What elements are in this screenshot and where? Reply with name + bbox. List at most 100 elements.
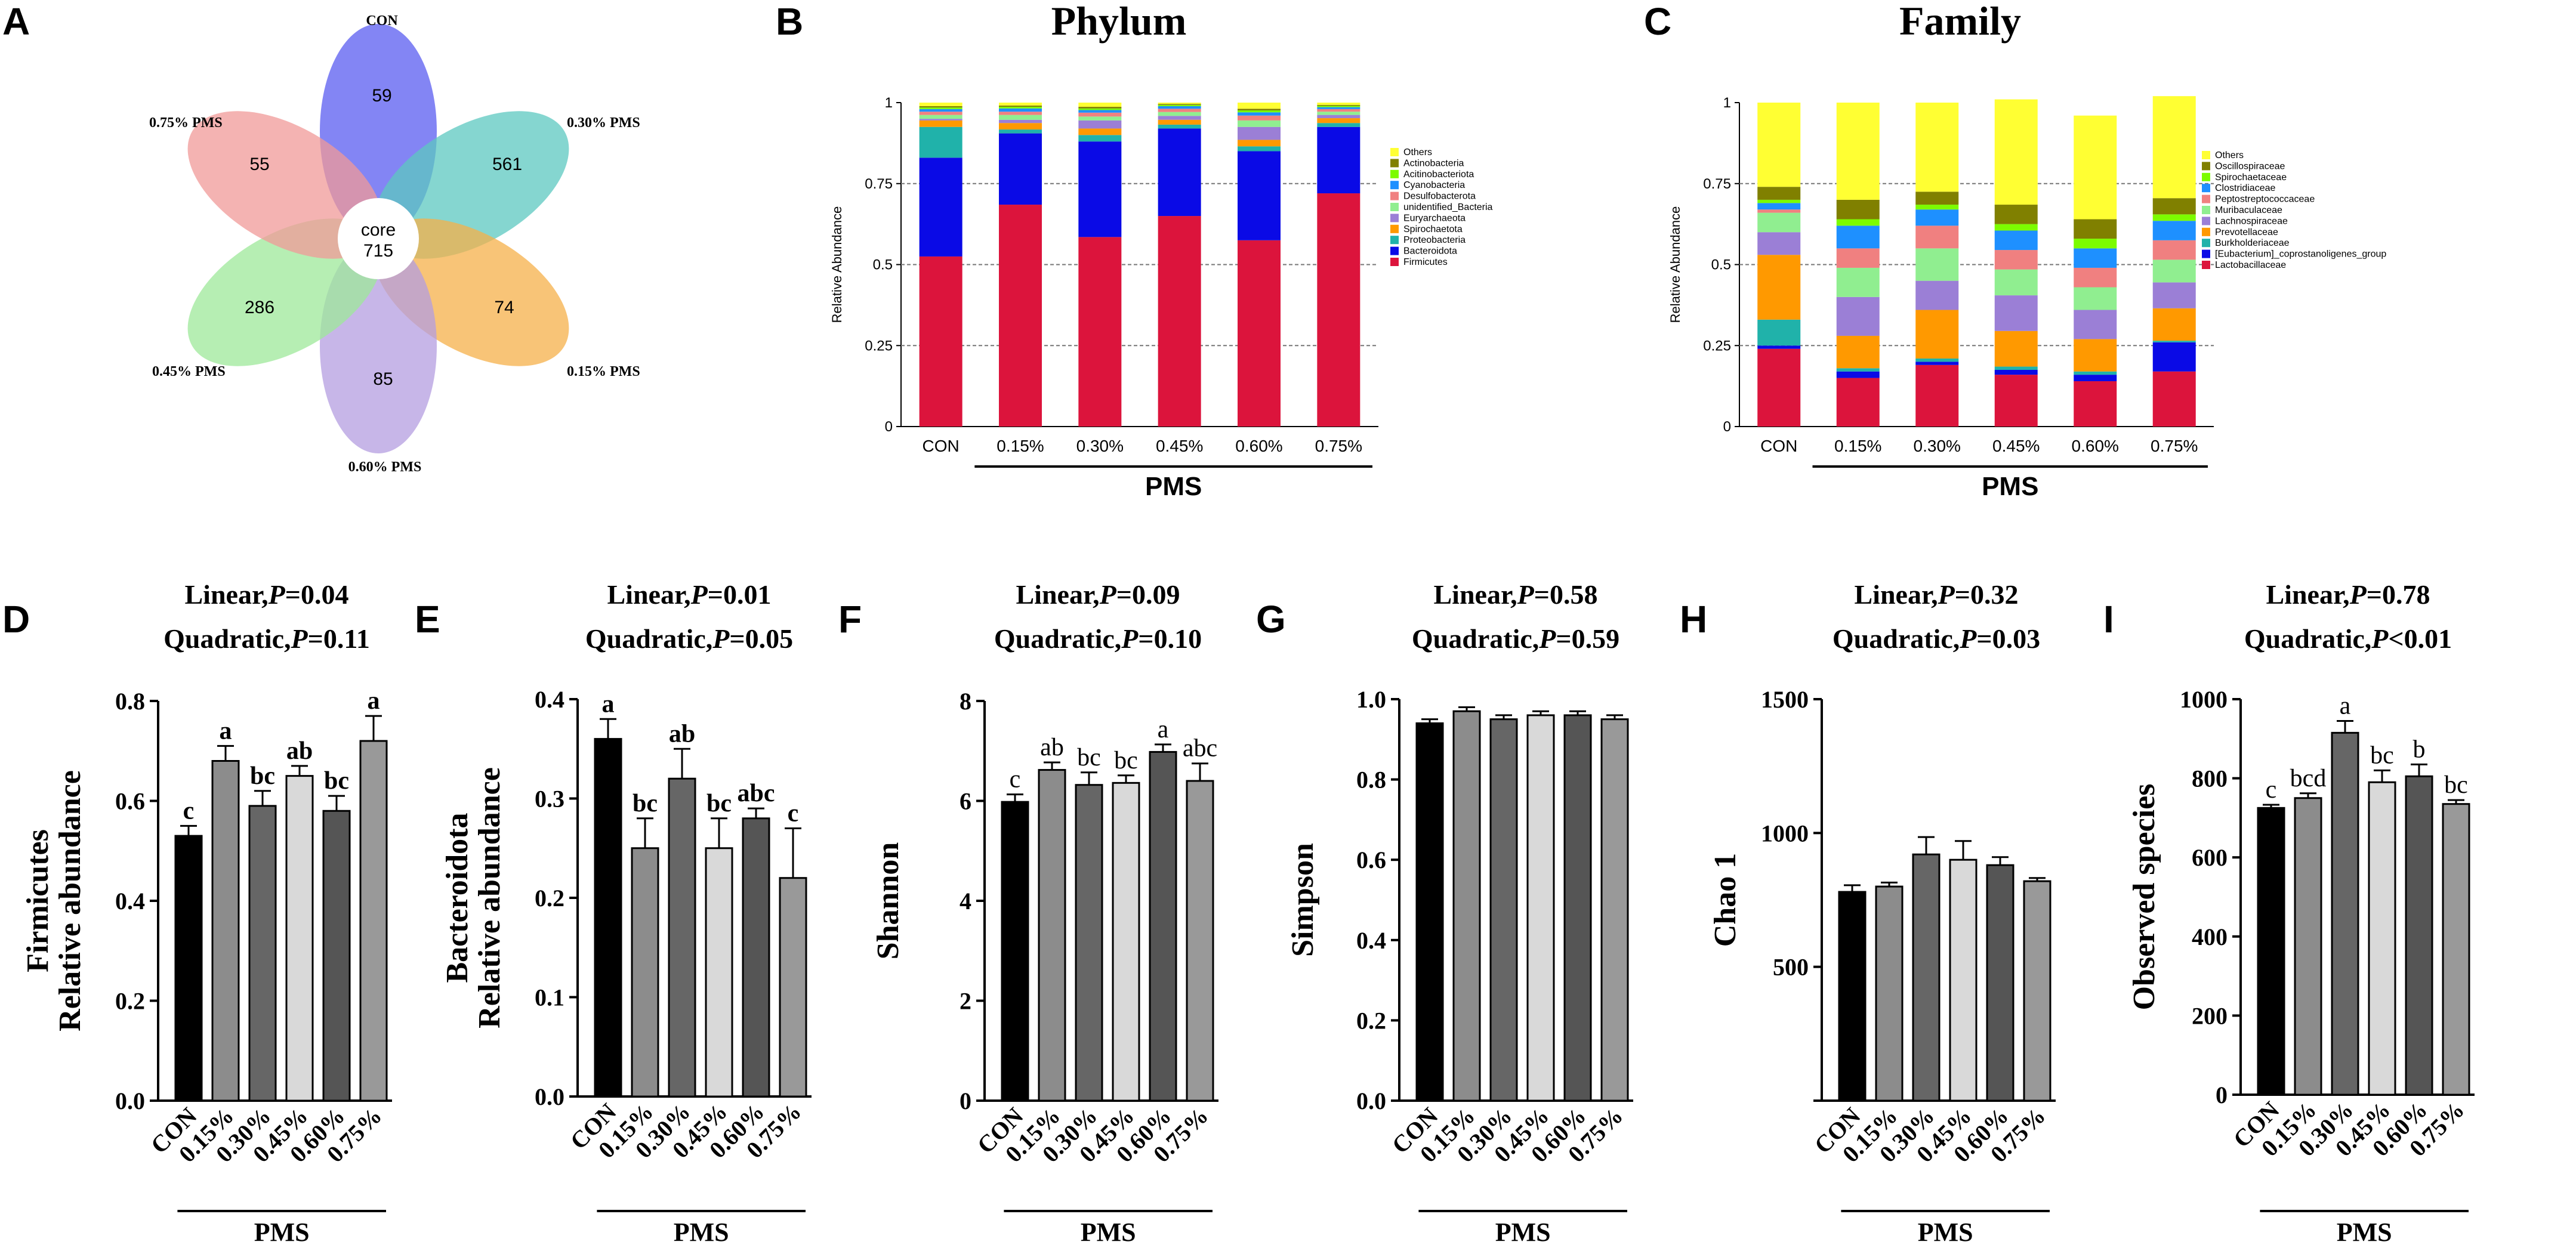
bar-segment	[1238, 140, 1281, 147]
bar-segment	[2074, 248, 2117, 268]
bar-segment	[2074, 381, 2117, 427]
x-tick-label: 0.15%	[997, 437, 1044, 455]
bar-segment	[1078, 141, 1122, 237]
bar	[594, 738, 622, 1098]
venn-value-030: 561	[492, 155, 522, 174]
group-label: PMS	[1081, 1218, 1136, 1247]
group-label: PMS	[254, 1218, 310, 1247]
significance-letter: bc	[324, 767, 349, 795]
legend-swatch	[1390, 258, 1399, 266]
significance-letter: c	[183, 797, 195, 824]
bar-segment	[2074, 267, 2117, 288]
bar	[211, 760, 240, 1102]
bar-segment	[1915, 365, 1959, 427]
panel-label-e: E	[415, 598, 440, 641]
legend-swatch	[1390, 181, 1399, 190]
bar-segment	[1836, 267, 1880, 297]
y-tick-label: 1	[885, 95, 893, 111]
bar-segment	[2152, 260, 2196, 283]
bar-segment	[919, 126, 962, 158]
bar-segment	[1757, 348, 1801, 427]
x-tick-label: 0.30%	[1914, 437, 1961, 455]
y-tick-label: 0	[1723, 419, 1731, 435]
bar-segment	[1078, 237, 1122, 427]
bar-segment	[1317, 104, 1361, 106]
bar-segment	[919, 115, 962, 119]
panel-label-a: A	[2, 0, 30, 43]
bar-segment	[1915, 358, 1959, 362]
bar-segment	[1158, 104, 1201, 106]
venn-value-015: 74	[494, 298, 514, 317]
y-tick-label: 0.2	[535, 885, 564, 912]
bar-segment	[2074, 339, 2117, 372]
y-tick-label: 0.4	[1356, 927, 1386, 954]
x-tick-label: CON	[923, 437, 960, 455]
bar-segment	[2152, 240, 2196, 260]
bar-segment	[1994, 250, 2038, 270]
y-axis-label: Observed species	[2127, 784, 2161, 1011]
bar-segment	[1158, 119, 1201, 125]
bar	[2331, 731, 2359, 1096]
y-tick-label: 0.0	[1356, 1088, 1386, 1114]
chart-chao1: Linear,P=0.32 Quadratic,P=0.03 500 1000 1500…	[1708, 579, 2056, 1247]
bar	[1563, 714, 1592, 1102]
bar	[1838, 891, 1867, 1102]
bar-segment	[999, 107, 1042, 109]
bar	[2023, 880, 2051, 1102]
chart-title-line: Quadratic,P=0.10	[994, 623, 1202, 654]
legend-label: Spirochaetaceae	[2215, 172, 2287, 183]
bar-segment	[1238, 115, 1281, 121]
bar-segment	[1994, 375, 2038, 427]
legend-label: Lactobacillaceae	[2215, 260, 2286, 270]
bar-segment	[1158, 124, 1201, 129]
group-label: PMS	[1982, 472, 2038, 501]
significance-letter: abc	[1183, 735, 1217, 762]
bar-segment	[919, 109, 962, 112]
bar-segment	[919, 120, 962, 127]
bar-segment	[1078, 128, 1122, 135]
legend-swatch	[2202, 162, 2210, 171]
venn-value-con: 59	[372, 86, 391, 106]
significance-letter: a	[1158, 716, 1169, 743]
significance-letter: c	[788, 799, 799, 827]
significance-letter: bc	[707, 790, 732, 817]
bar-segment	[2074, 219, 2117, 239]
chart-bacteroidota: Linear,P=0.01 Quadratic,P=0.05 0.0 0.1 0.2 0.…	[440, 579, 812, 1247]
significance-letter: bc	[250, 762, 275, 790]
significance-letter: ab	[1040, 734, 1064, 761]
bar-segment	[1915, 310, 1959, 359]
y-tick-label: 0.0	[535, 1083, 564, 1110]
bar-segment	[1836, 378, 1880, 427]
y-tick-label: 400	[2192, 923, 2228, 950]
panel-label-b: B	[776, 0, 803, 43]
bar	[1186, 780, 1214, 1102]
chart-title-line: Quadratic,P=0.11	[163, 623, 370, 654]
legend-swatch	[2202, 249, 2210, 258]
bar-segment	[1757, 209, 1801, 213]
group-label: PMS	[1495, 1218, 1551, 1247]
bar-segment	[1994, 99, 2038, 205]
bar-segment	[1757, 103, 1801, 187]
venn-core-value: 715	[363, 241, 393, 261]
bar-segment	[999, 119, 1042, 123]
panel-label-f: F	[838, 598, 862, 641]
legend-label: Burkholderiaceae	[2215, 238, 2290, 248]
legend-label: Acitinobacteriota	[1403, 169, 1474, 180]
bar	[779, 877, 807, 1098]
bar-segment	[1994, 205, 2038, 224]
significance-letter: bc	[1114, 747, 1138, 774]
bar-segment	[1317, 106, 1361, 107]
bar	[1001, 801, 1029, 1102]
bar-segment	[1158, 116, 1201, 120]
bar-segment	[1158, 128, 1201, 217]
bar-segment	[1078, 107, 1122, 109]
significance-letter: a	[2340, 692, 2351, 719]
bar	[1600, 718, 1629, 1102]
bar-segment	[2074, 239, 2117, 249]
bar-segment	[1757, 203, 1801, 210]
x-tick-label: 0.30%	[1076, 437, 1124, 455]
significance-letter: ab	[669, 720, 695, 747]
significance-letter: bc	[2370, 742, 2394, 769]
legend-swatch	[1390, 246, 1399, 255]
bar-segment	[1757, 345, 1801, 349]
